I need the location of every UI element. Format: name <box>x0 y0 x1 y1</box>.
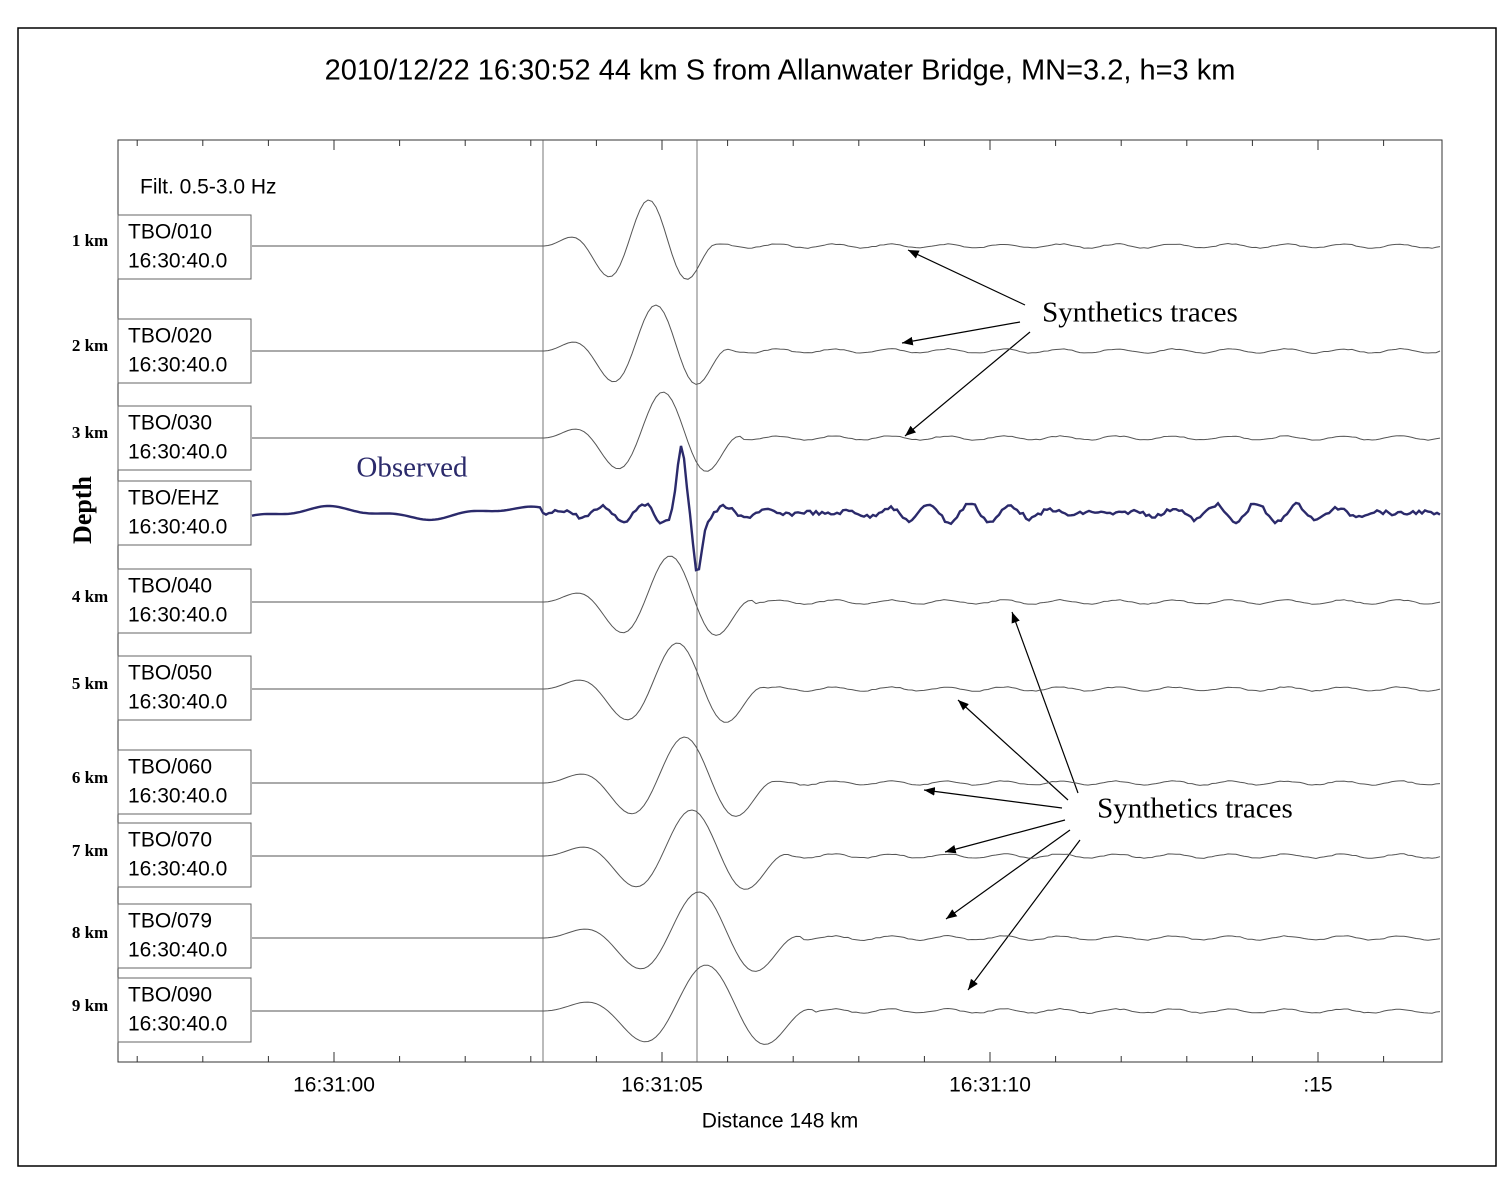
trace-label-box <box>117 214 252 280</box>
station-label: TBO/060 <box>128 756 212 779</box>
x-tick-label: 16:31:10 <box>949 1074 1031 1097</box>
observed-trace <box>251 445 1441 572</box>
trace-label-box <box>117 749 252 815</box>
arrow <box>944 819 1066 854</box>
station-label: TBO/070 <box>128 829 212 852</box>
title: 2010/12/22 16:30:52 44 km S from Allanwa… <box>325 55 1236 87</box>
trace-label-box <box>117 318 252 384</box>
time-label: 16:30:40.0 <box>128 691 227 714</box>
synthetic-trace <box>252 304 1441 385</box>
depth-label: 6 km <box>72 768 108 787</box>
station-label: TBO/040 <box>128 575 212 598</box>
station-label: TBO/020 <box>128 325 212 348</box>
depth-label: 4 km <box>72 587 108 606</box>
x-tick-label: 16:31:00 <box>293 1074 375 1097</box>
time-label: 16:30:40.0 <box>128 858 227 881</box>
time-label: 16:30:40.0 <box>128 604 227 627</box>
synthetic-trace <box>252 642 1441 723</box>
time-label: 16:30:40.0 <box>128 441 227 464</box>
synthetic-trace <box>252 555 1441 636</box>
trace-label-box <box>117 480 252 546</box>
trace-label-box <box>117 903 252 969</box>
depth-label: 9 km <box>72 996 108 1015</box>
station-label: TBO/050 <box>128 662 212 685</box>
depth-label: 2 km <box>72 336 108 355</box>
station-label: TBO/030 <box>128 412 212 435</box>
synthetic-trace <box>252 891 1441 972</box>
arrows <box>901 249 1081 991</box>
time-label: 16:30:40.0 <box>128 250 227 273</box>
synthetic-trace <box>252 809 1441 890</box>
depth-label: 8 km <box>72 923 108 942</box>
depth-label: 3 km <box>72 423 108 442</box>
arrow <box>923 787 1063 809</box>
synthetics-label: Synthetics traces <box>1097 793 1293 825</box>
outer-frame <box>17 27 1497 1167</box>
trace-label-box <box>117 977 252 1043</box>
synthetic-trace <box>252 964 1441 1045</box>
arrow <box>907 249 1026 306</box>
trace-label-box <box>117 655 252 721</box>
depth-label: 5 km <box>72 674 108 693</box>
arrow <box>957 699 1069 801</box>
time-label: 16:30:40.0 <box>128 1013 227 1036</box>
time-label: 16:30:40.0 <box>128 939 227 962</box>
x-tick-label: :15 <box>1303 1074 1332 1097</box>
y-axis-label: Depth <box>68 476 97 544</box>
arrow <box>901 321 1021 346</box>
synthetic-trace <box>252 736 1441 817</box>
time-label: 16:30:40.0 <box>128 516 227 539</box>
synthetic-trace <box>252 199 1441 280</box>
arrow <box>1011 611 1079 794</box>
station-label: TBO/EHZ <box>128 487 219 510</box>
time-label: 16:30:40.0 <box>128 354 227 377</box>
arrow <box>945 829 1071 920</box>
observed-label: Observed <box>356 452 468 484</box>
synthetic-trace <box>252 391 1441 472</box>
x-axis-label: Distance 148 km <box>702 1110 858 1133</box>
filter-label: Filt. 0.5-3.0 Hz <box>140 176 277 199</box>
trace-label-box <box>117 568 252 634</box>
station-label: TBO/079 <box>128 910 212 933</box>
depth-label: 7 km <box>72 841 108 860</box>
time-label: 16:30:40.0 <box>128 785 227 808</box>
depth-label: 1 km <box>72 231 108 250</box>
station-label: TBO/090 <box>128 984 212 1007</box>
arrow <box>904 331 1031 437</box>
trace-label-box <box>117 405 252 471</box>
station-label: TBO/010 <box>128 221 212 244</box>
arrow <box>967 839 1081 991</box>
synthetics-label: Synthetics traces <box>1042 297 1238 329</box>
x-tick-label: 16:31:05 <box>621 1074 703 1097</box>
trace-label-box <box>117 822 252 888</box>
